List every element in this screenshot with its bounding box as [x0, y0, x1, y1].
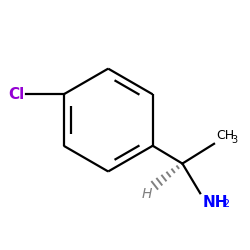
Text: 3: 3 [231, 135, 237, 145]
Text: H: H [141, 187, 152, 201]
Text: Cl: Cl [8, 87, 24, 102]
Text: NH: NH [202, 195, 228, 210]
Text: 2: 2 [222, 199, 229, 209]
Text: CH: CH [216, 129, 234, 142]
